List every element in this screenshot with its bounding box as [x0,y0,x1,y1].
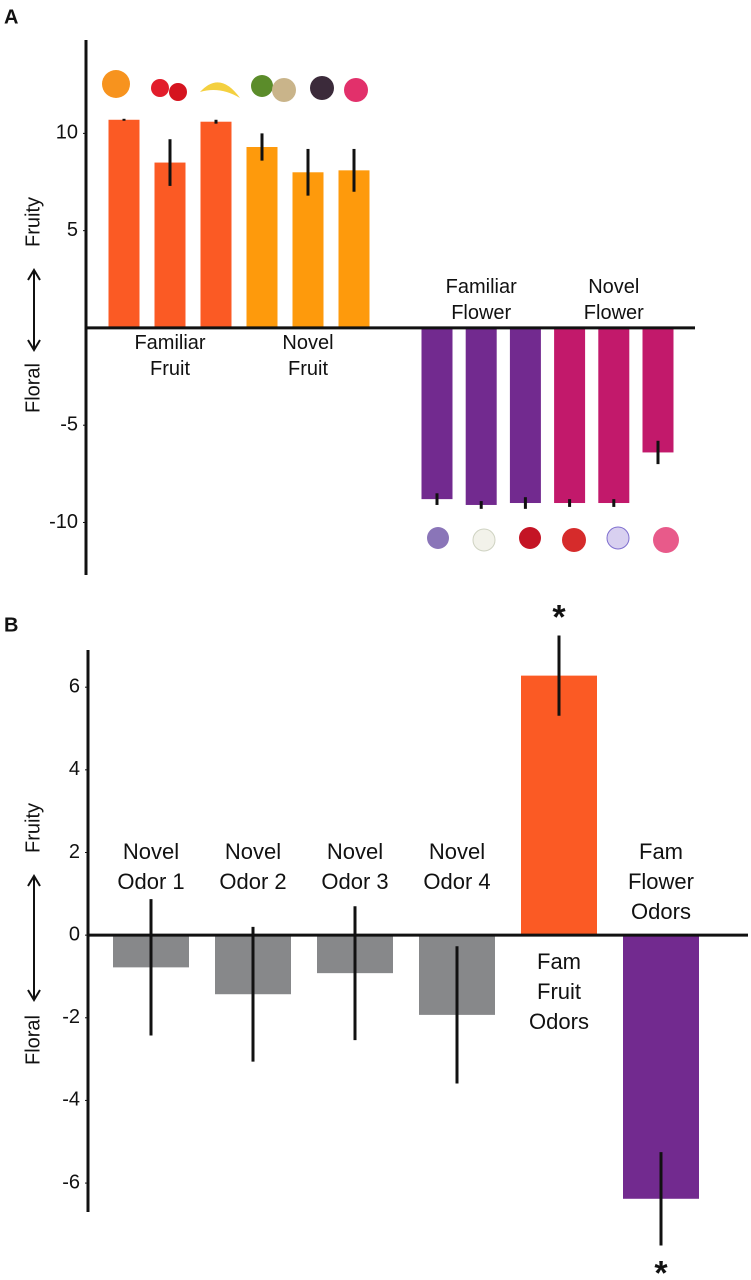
category-label: Fam [537,949,581,974]
category-label: Odors [631,899,691,924]
bar [200,121,232,328]
y-axis-label: Floral [22,363,44,413]
category-label: Flower [628,869,694,894]
category-label: Novel [225,839,281,864]
y-tick-label: 2 [69,841,80,863]
bar [465,327,497,505]
bar [521,675,597,936]
y-tick-label: 5 [67,219,78,241]
panel-label: A [4,6,18,28]
significance-marker: * [654,1254,668,1280]
group-label: Fruit [288,358,328,380]
category-label: Odor 3 [321,869,388,894]
category-label: Odor 4 [423,869,490,894]
category-label: Odor 1 [117,869,184,894]
bar [598,327,630,504]
bar [108,119,140,328]
y-tick-label: 10 [56,122,78,144]
y-axis-label: Fruity [22,803,44,853]
bar [554,327,586,504]
group-label: Familiar [134,332,205,354]
y-tick-label: 6 [69,675,80,697]
y-tick-label: -10 [49,511,78,533]
category-label: Novel [123,839,179,864]
y-tick-label: 4 [69,758,80,780]
group-label: Novel [588,276,639,298]
y-tick-label: 0 [69,923,80,945]
category-label: Novel [327,839,383,864]
category-label: Fam [639,839,683,864]
y-axis-label: Fruity [22,197,44,247]
bar [154,162,186,328]
y-axis-label: Floral [22,1015,44,1065]
bar [421,327,453,500]
group-label: Familiar [446,276,517,298]
significance-marker: * [552,599,566,637]
bar [292,172,324,328]
y-tick-label: -2 [62,1006,80,1028]
fruit-icons [102,70,368,102]
group-label: Novel [282,332,333,354]
y-tick-label: -5 [60,413,78,435]
category-label: Odors [529,1009,589,1034]
panel-label: B [4,614,18,636]
bar [338,170,370,328]
axis-arrow [27,268,41,1002]
y-tick-label: -4 [62,1089,80,1111]
bar [246,147,278,328]
bar [509,327,541,504]
category-label: Fruit [537,979,581,1004]
bar [642,327,674,453]
category-label: Novel [429,839,485,864]
group-label: Flower [451,302,511,324]
flower-icons [427,526,679,553]
category-label: Odor 2 [219,869,286,894]
y-tick-label: -6 [62,1171,80,1193]
group-label: Flower [584,302,644,324]
group-label: Fruit [150,358,190,380]
